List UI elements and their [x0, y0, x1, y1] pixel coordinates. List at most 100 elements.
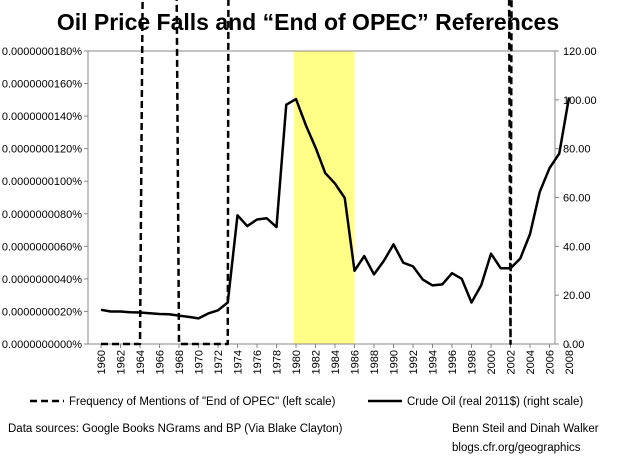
x-tick-label: 1982 [311, 350, 323, 374]
footer: Data sources: Google Books NGrams and BP… [8, 423, 599, 454]
data-point-crude-oil [101, 309, 102, 310]
data-point-crude-oil [452, 273, 453, 274]
data-point-crude-oil [471, 302, 472, 303]
x-tick-label: 1990 [389, 350, 401, 374]
data-point-crude-oil [500, 268, 501, 269]
left-tick-label: 0.0000000100% [2, 176, 82, 188]
oil-price-chart: Oil Price Falls and “End of OPEC” Refere… [0, 0, 617, 462]
site-text: blogs.cfr.org/geographics [452, 442, 581, 454]
right-tick-label: 20.00 [563, 290, 591, 302]
data-point-crude-oil [569, 97, 570, 98]
data-point-crude-oil [383, 260, 384, 261]
data-point-crude-oil [549, 168, 550, 169]
x-tick-label: 2000 [486, 350, 498, 374]
left-tick-label: 0.0000000080% [2, 209, 82, 221]
data-point-crude-oil [491, 253, 492, 254]
data-point-mentions [140, 344, 141, 345]
data-point-crude-oil [403, 262, 404, 263]
x-tick-label: 1964 [135, 350, 147, 374]
right-tick-label: 120.00 [563, 46, 597, 58]
chart-title: Oil Price Falls and “End of OPEC” Refere… [57, 9, 559, 35]
data-point-mentions [198, 344, 199, 345]
x-tick-label: 1960 [96, 350, 108, 374]
authors-text: Benn Steil and Dinah Walker [452, 423, 599, 435]
data-point-mentions [179, 344, 180, 345]
x-tick-label: 2006 [545, 350, 557, 374]
data-point-crude-oil [208, 313, 209, 314]
right-tick-label: 40.00 [563, 241, 591, 253]
x-tick-label: 1976 [252, 350, 264, 374]
x-tick-label: 2008 [564, 350, 576, 374]
data-point-crude-oil [169, 314, 170, 315]
data-point-crude-oil [520, 258, 521, 259]
data-point-crude-oil [530, 234, 531, 235]
data-point-crude-oil [325, 173, 326, 174]
data-point-crude-oil [120, 311, 121, 312]
x-tick-label: 1994 [428, 350, 440, 374]
data-point-crude-oil [257, 219, 258, 220]
data-point-crude-oil [179, 315, 180, 316]
data-point-crude-oil [374, 274, 375, 275]
data-point-mentions [110, 344, 111, 345]
x-tick-label: 2002 [506, 350, 518, 374]
left-tick-label: 0.0000000040% [2, 274, 82, 286]
data-point-mentions [208, 344, 209, 345]
legend: Frequency of Mentions of "End of OPEC" (… [30, 396, 583, 408]
data-point-crude-oil [344, 197, 345, 198]
data-point-mentions [188, 344, 189, 345]
x-tick-label: 1984 [330, 350, 342, 374]
data-point-crude-oil [305, 124, 306, 125]
data-point-mentions [101, 344, 102, 345]
data-point-crude-oil [130, 312, 131, 313]
x-tick-label: 1978 [272, 350, 284, 374]
x-tick-label: 2004 [525, 350, 537, 374]
data-point-crude-oil [510, 268, 511, 269]
left-tick-label: 0.0000000180% [2, 46, 82, 58]
left-tick-label: 0.0000000000% [2, 339, 82, 351]
data-point-crude-oil [461, 278, 462, 279]
data-point-crude-oil [364, 256, 365, 257]
data-point-crude-oil [335, 183, 336, 184]
data-point-crude-oil [159, 313, 160, 314]
x-tick-label: 1968 [174, 350, 186, 374]
x-tick-label: 1970 [194, 350, 206, 374]
data-point-crude-oil [559, 153, 560, 154]
data-point-crude-oil [237, 215, 238, 216]
data-point-crude-oil [315, 147, 316, 148]
x-tick-label: 1980 [291, 350, 303, 374]
legend-label: Frequency of Mentions of "End of OPEC" (… [69, 396, 336, 408]
x-tick-label: 1992 [408, 350, 420, 374]
data-point-mentions [120, 344, 121, 345]
data-point-crude-oil [393, 244, 394, 245]
x-tick-label: 1966 [155, 350, 167, 374]
left-tick-label: 0.0000000060% [2, 241, 82, 253]
data-point-crude-oil [442, 284, 443, 285]
data-point-mentions [130, 344, 131, 345]
legend-label: Crude Oil (real 2011$) (right scale) [407, 396, 583, 408]
left-tick-label: 0.0000000140% [2, 111, 82, 123]
data-sources-text: Data sources: Google Books NGrams and BP… [8, 423, 343, 435]
data-point-crude-oil [286, 104, 287, 105]
right-tick-label: 80.00 [563, 144, 591, 156]
data-point-crude-oil [227, 302, 228, 303]
x-tick-label: 1986 [350, 350, 362, 374]
data-point-crude-oil [422, 279, 423, 280]
left-tick-label: 0.0000000020% [2, 306, 82, 318]
data-point-crude-oil [276, 227, 277, 228]
data-point-crude-oil [354, 270, 355, 271]
data-point-crude-oil [432, 285, 433, 286]
data-point-mentions [218, 344, 219, 345]
data-point-crude-oil [149, 313, 150, 314]
data-point-crude-oil [266, 218, 267, 219]
data-point-crude-oil [481, 285, 482, 286]
x-tick-label: 1998 [467, 350, 479, 374]
plot-area: 0.0000000000% 0.0000000020% 0.0000000040% 0… [2, 0, 597, 374]
data-point-crude-oil [198, 318, 199, 319]
data-point-mentions [510, 344, 511, 345]
data-point-crude-oil [110, 311, 111, 312]
x-tick-label: 1974 [233, 350, 245, 374]
data-point-crude-oil [218, 310, 219, 311]
x-tick-label: 1996 [447, 350, 459, 374]
left-tick-label: 0.0000000120% [2, 144, 82, 156]
data-point-mentions [227, 344, 228, 345]
